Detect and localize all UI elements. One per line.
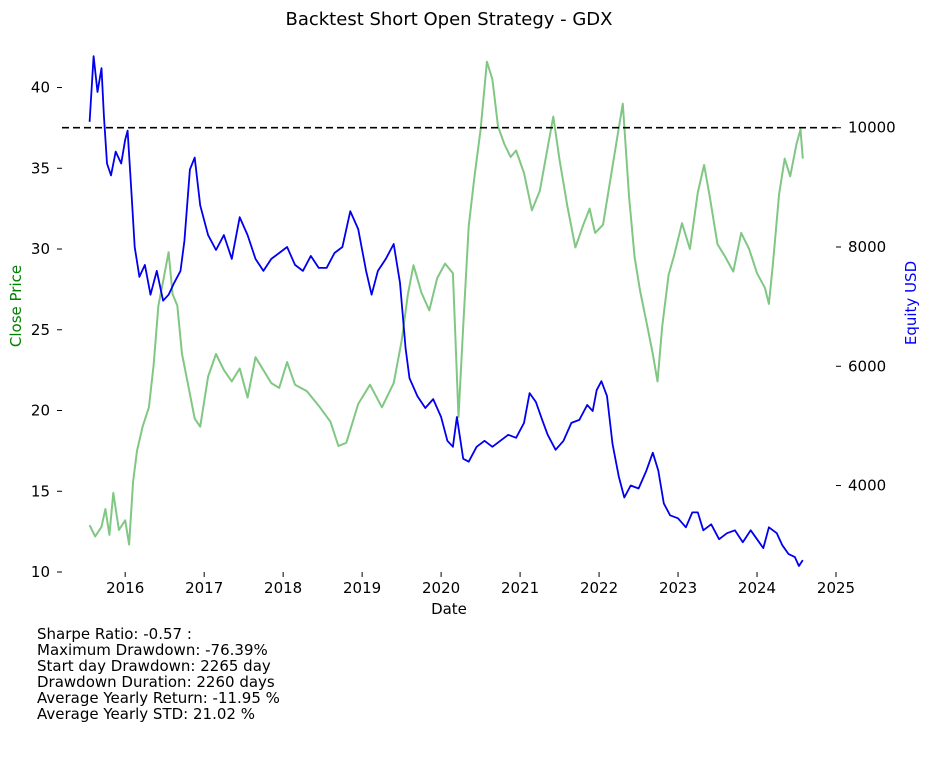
x-tick-label: 2023 bbox=[659, 579, 697, 597]
y-right-tick-label: 4000 bbox=[848, 477, 886, 495]
average-yearly-std-text: Average Yearly STD: 21.02 % bbox=[37, 705, 255, 723]
drawdown-duration-text: Drawdown Duration: 2260 days bbox=[37, 673, 275, 691]
backtest-chart: Backtest Short Open Strategy - GDX Date … bbox=[7, 9, 920, 618]
x-tick-label: 2024 bbox=[738, 579, 776, 597]
x-tick-label: 2025 bbox=[817, 579, 855, 597]
x-axis-label: Date bbox=[431, 600, 467, 618]
x-tick-label: 2020 bbox=[422, 579, 460, 597]
x-tick-label: 2021 bbox=[501, 579, 539, 597]
y-right-tick-label: 6000 bbox=[848, 357, 886, 375]
y-left-tick-label: 20 bbox=[31, 402, 50, 420]
x-tick-label: 2016 bbox=[106, 579, 144, 597]
max-drawdown-text: Maximum Drawdown: -76.39% bbox=[37, 641, 268, 659]
sharpe-ratio-text: Sharpe Ratio: -0.57 : bbox=[37, 625, 192, 643]
equity-line bbox=[88, 55, 804, 567]
x-tick-label: 2019 bbox=[343, 579, 381, 597]
average-yearly-return-text: Average Yearly Return: -11.95 % bbox=[37, 689, 280, 707]
y-right-tick-label: 8000 bbox=[848, 238, 886, 256]
y-left-tick-label: 30 bbox=[31, 240, 50, 258]
y-left-tick-label: 25 bbox=[31, 321, 50, 339]
y-left-tick-label: 40 bbox=[31, 79, 50, 97]
close-price-line bbox=[88, 60, 804, 546]
y-right-tick-label: 10000 bbox=[848, 119, 896, 137]
x-tick-label: 2022 bbox=[580, 579, 618, 597]
start-day-drawdown-text: Start day Drawdown: 2265 day bbox=[37, 657, 271, 675]
y-axis-right-label: Equity USD bbox=[902, 261, 920, 345]
stats-panel: Sharpe Ratio: -0.57 : Maximum Drawdown: … bbox=[37, 626, 280, 722]
chart-title: Backtest Short Open Strategy - GDX bbox=[285, 9, 612, 30]
x-tick-label: 2017 bbox=[185, 579, 223, 597]
y-axis-right-ticks: 4000 6000 8000 10000 bbox=[836, 119, 896, 495]
y-left-tick-label: 15 bbox=[31, 482, 50, 500]
x-tick-label: 2018 bbox=[264, 579, 302, 597]
y-axis-left-ticks: 10 15 20 25 30 35 40 bbox=[31, 79, 62, 581]
x-axis-ticks: 2016 2017 2018 2019 2020 2021 2022 2023 2024 2025 bbox=[106, 572, 855, 597]
y-left-tick-label: 35 bbox=[31, 159, 50, 177]
y-left-tick-label: 10 bbox=[31, 563, 50, 581]
series-group bbox=[88, 55, 804, 567]
y-axis-left-label: Close Price bbox=[7, 265, 25, 347]
